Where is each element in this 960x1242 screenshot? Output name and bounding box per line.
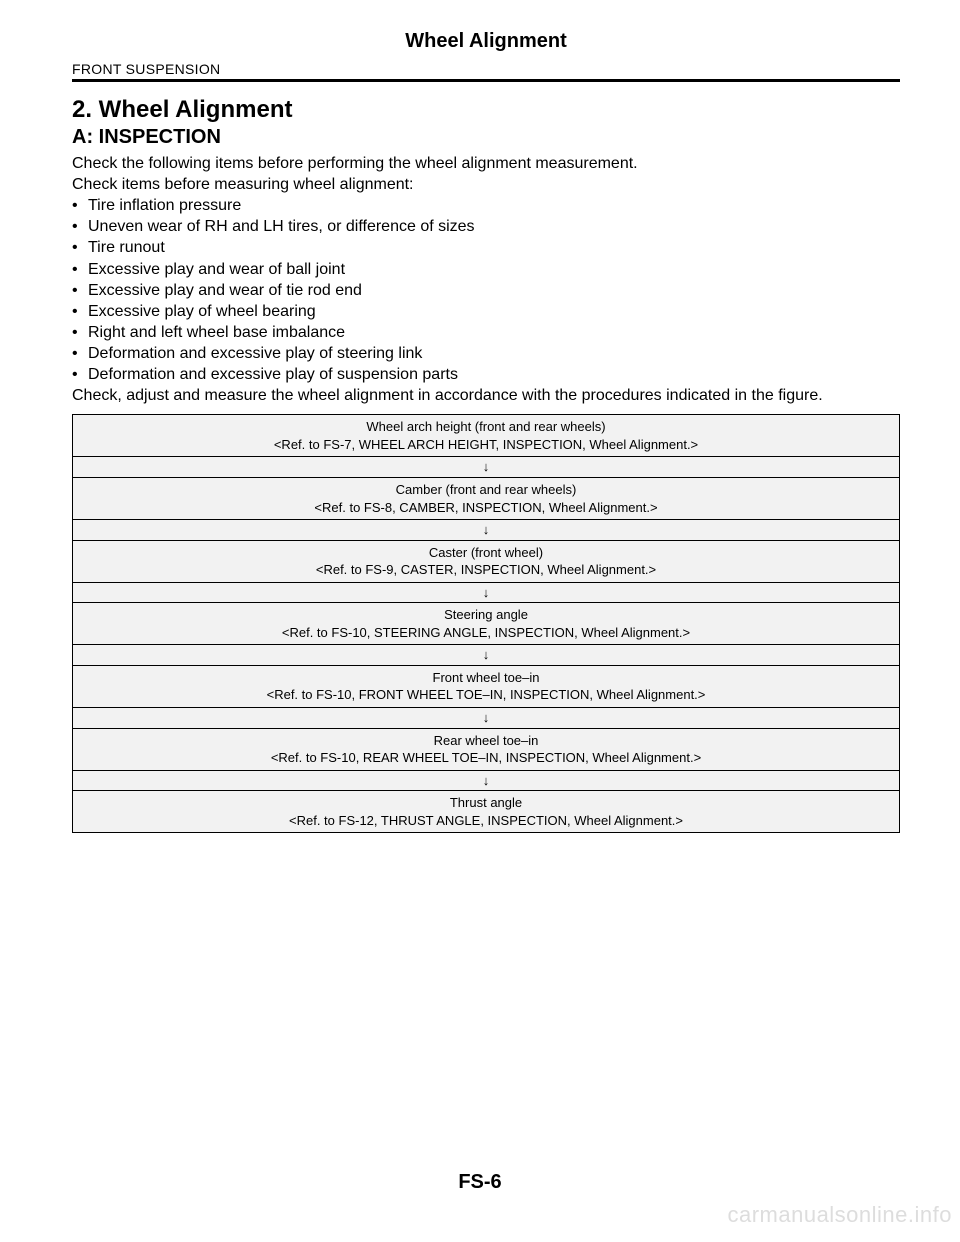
section-heading: 2. Wheel Alignment: [72, 96, 900, 124]
intro-text-1: Check the following items before perform…: [72, 153, 900, 174]
list-item: Excessive play and wear of tie rod end: [72, 280, 900, 301]
flow-step-title: Steering angle: [444, 607, 528, 622]
breadcrumb: FRONT SUSPENSION: [72, 61, 900, 77]
flow-arrow: ↓: [73, 645, 900, 666]
flow-arrow: ↓: [73, 520, 900, 541]
check-list: Tire inflation pressure Uneven wear of R…: [72, 195, 900, 385]
flow-step-ref: <Ref. to FS-9, CASTER, INSPECTION, Wheel…: [316, 562, 656, 577]
flow-step: Steering angle <Ref. to FS-10, STEERING …: [73, 603, 900, 645]
flow-step: Front wheel toe–in <Ref. to FS-10, FRONT…: [73, 665, 900, 707]
page-title: Wheel Alignment: [72, 30, 900, 53]
flow-step-ref: <Ref. to FS-10, FRONT WHEEL TOE–IN, INSP…: [267, 687, 706, 702]
outro-text: Check, adjust and measure the wheel alig…: [72, 385, 900, 406]
flow-step-title: Rear wheel toe–in: [434, 733, 539, 748]
list-item: Tire runout: [72, 237, 900, 258]
flow-arrow: ↓: [73, 457, 900, 478]
flow-table: Wheel arch height (front and rear wheels…: [72, 414, 900, 833]
flow-step-ref: <Ref. to FS-10, REAR WHEEL TOE–IN, INSPE…: [271, 750, 701, 765]
list-item: Tire inflation pressure: [72, 195, 900, 216]
flow-step-title: Wheel arch height (front and rear wheels…: [366, 419, 605, 434]
flow-step: Rear wheel toe–in <Ref. to FS-10, REAR W…: [73, 728, 900, 770]
flow-arrow: ↓: [73, 707, 900, 728]
flow-arrow: ↓: [73, 770, 900, 791]
watermark: carmanualsonline.info: [727, 1202, 952, 1228]
flow-step-title: Thrust angle: [450, 795, 522, 810]
list-item: Excessive play and wear of ball joint: [72, 259, 900, 280]
subsection-heading: A: INSPECTION: [72, 126, 900, 149]
flow-step-title: Front wheel toe–in: [433, 670, 540, 685]
list-item: Uneven wear of RH and LH tires, or diffe…: [72, 216, 900, 237]
flow-step: Wheel arch height (front and rear wheels…: [73, 415, 900, 457]
flow-step-ref: <Ref. to FS-10, STEERING ANGLE, INSPECTI…: [282, 625, 690, 640]
list-item: Excessive play of wheel bearing: [72, 301, 900, 322]
flow-step-title: Caster (front wheel): [429, 545, 543, 560]
divider: [72, 79, 900, 82]
list-item: Deformation and excessive play of steeri…: [72, 343, 900, 364]
list-item: Deformation and excessive play of suspen…: [72, 364, 900, 385]
list-item: Right and left wheel base imbalance: [72, 322, 900, 343]
flow-step-title: Camber (front and rear wheels): [396, 482, 577, 497]
flow-arrow: ↓: [73, 582, 900, 603]
flow-step: Caster (front wheel) <Ref. to FS-9, CAST…: [73, 540, 900, 582]
page-number: FS-6: [0, 1171, 960, 1194]
flow-step: Camber (front and rear wheels) <Ref. to …: [73, 477, 900, 519]
intro-text-2: Check items before measuring wheel align…: [72, 174, 900, 195]
flow-step-ref: <Ref. to FS-7, WHEEL ARCH HEIGHT, INSPEC…: [274, 437, 698, 452]
flow-step: Thrust angle <Ref. to FS-12, THRUST ANGL…: [73, 791, 900, 833]
flow-step-ref: <Ref. to FS-12, THRUST ANGLE, INSPECTION…: [289, 813, 683, 828]
flow-step-ref: <Ref. to FS-8, CAMBER, INSPECTION, Wheel…: [314, 500, 657, 515]
